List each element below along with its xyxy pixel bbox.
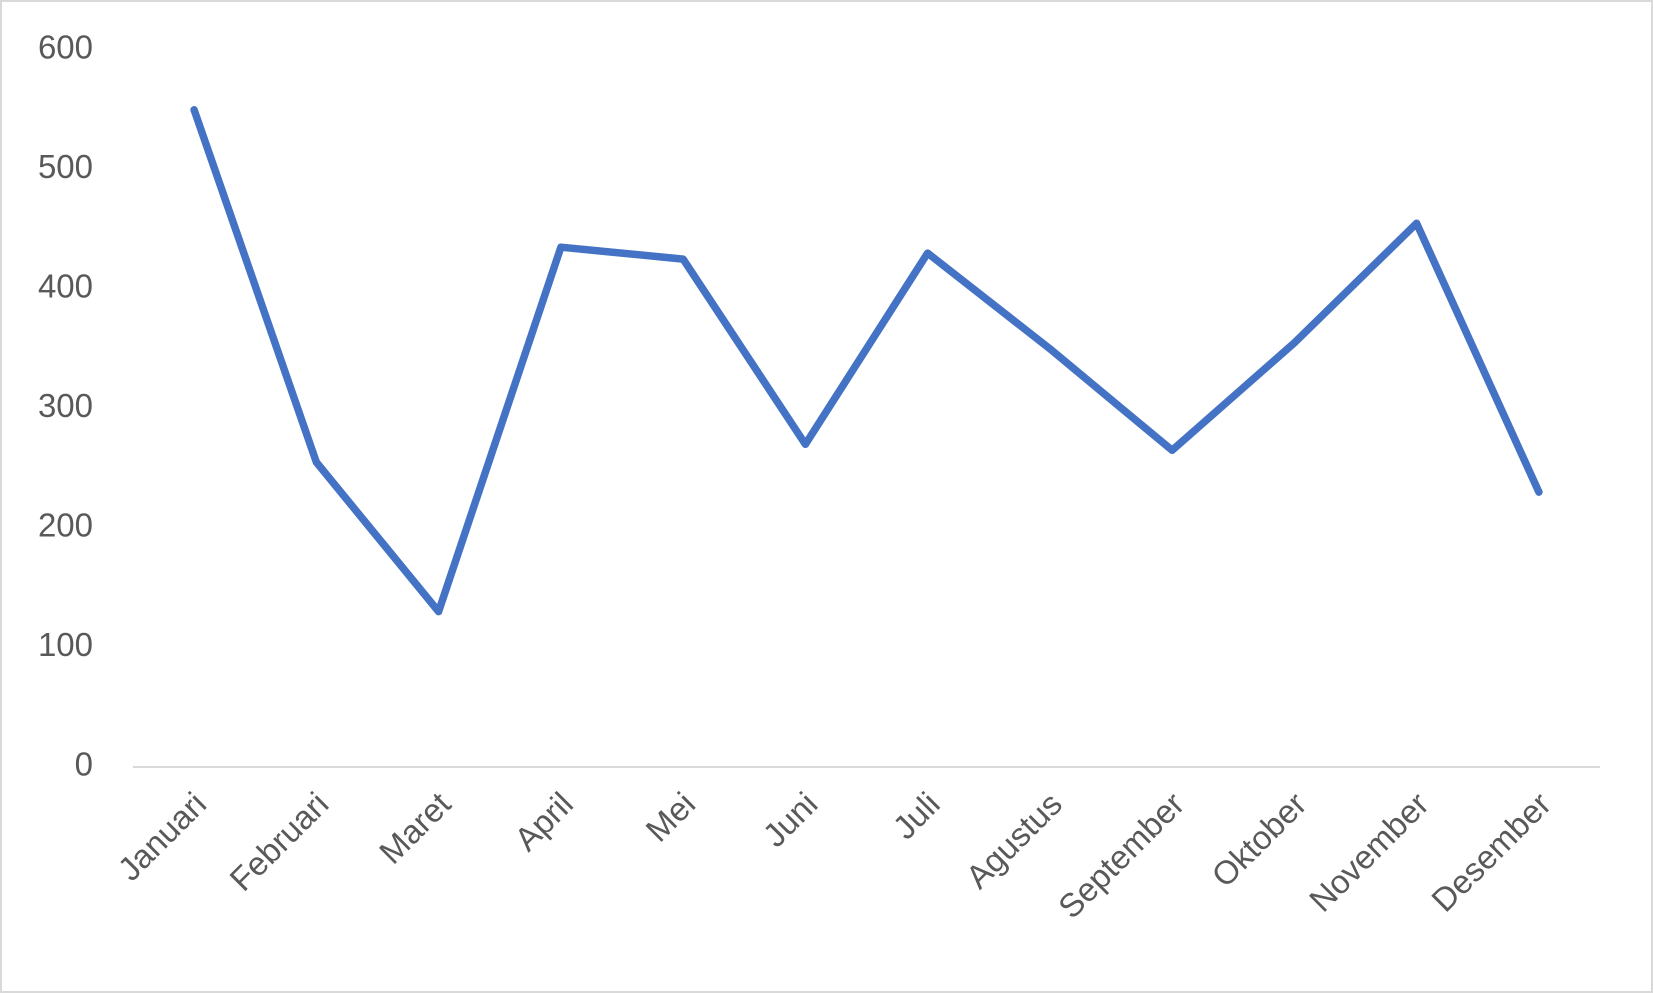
y-tick-label: 400 (38, 268, 93, 305)
y-tick-label: 500 (38, 148, 93, 185)
y-tick-label: 600 (38, 29, 93, 66)
y-tick-label: 300 (38, 387, 93, 424)
y-tick-label: 200 (38, 507, 93, 544)
data-line (190, 106, 1543, 616)
y-tick-label: 0 (75, 746, 93, 783)
y-tick-label: 100 (38, 626, 93, 663)
